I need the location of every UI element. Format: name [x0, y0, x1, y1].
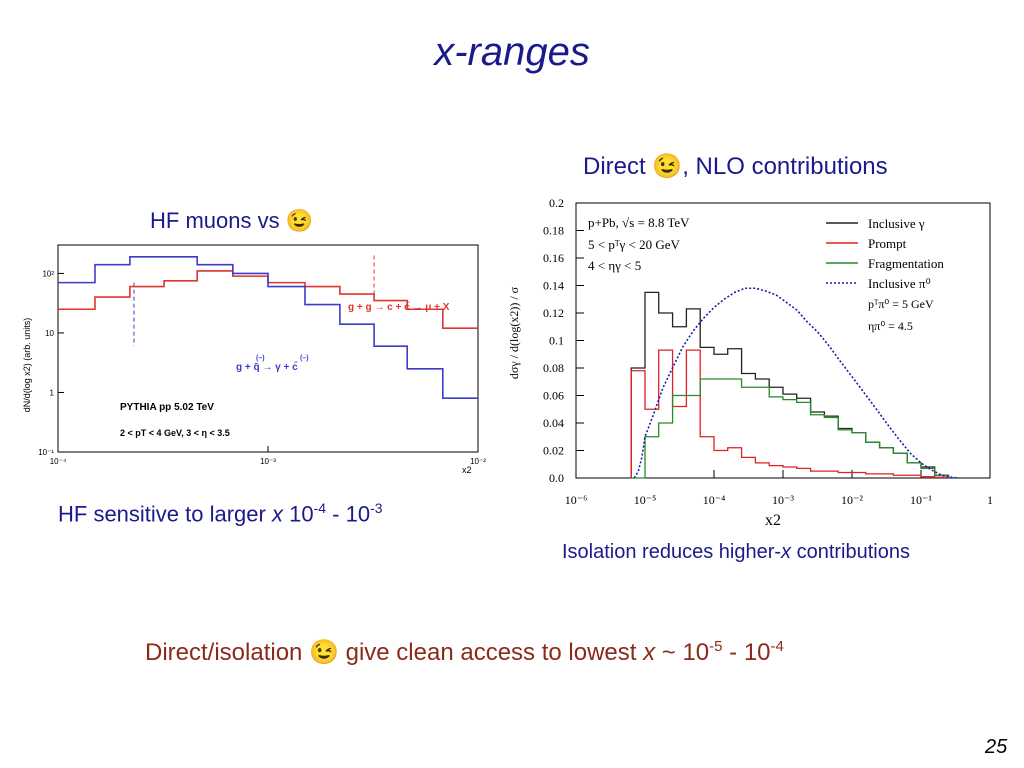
right-xlabel: x2	[765, 512, 781, 529]
left-annot-blue: g + q̄ → γ + c̄	[236, 361, 298, 373]
right-legend: Inclusive γ Prompt Fragmentation Inclusive …	[826, 216, 944, 291]
isolation-note: Isolation reduces higher-x contributions	[562, 541, 910, 564]
left-annot-cuts: 2 < pT < 4 GeV, 3 < η < 3.5	[120, 428, 230, 438]
left-ytick-label: 10²	[42, 269, 54, 278]
hf-sensitive-x: x	[271, 501, 283, 527]
hf-sensitive-mid: - 10	[326, 501, 371, 527]
right-series-prompt	[630, 349, 950, 478]
right-ytick-label: 0.18	[543, 224, 564, 238]
left-annot-blue-qmark: (–)	[256, 355, 265, 362]
right-ytick-label: 0.04	[543, 416, 564, 430]
direct-iso-x: x	[643, 639, 656, 666]
direct-nlo-label: Direct 😉, NLO contributions	[583, 153, 888, 180]
right-xtick-label: 10⁻⁶	[565, 493, 588, 507]
left-ytick-label: 10⁻¹	[38, 448, 54, 457]
direct-isolation-text: Direct/isolation 😉 give clean access to …	[145, 638, 784, 667]
left-xtick-label: 10⁻⁴	[50, 457, 67, 466]
right-xtick-label: 10⁻³	[772, 493, 794, 507]
hf-sensitive-text: HF sensitive to larger x 10-4 - 10-3	[58, 500, 383, 527]
right-ytick-label: 0.2	[549, 196, 564, 210]
right-xtick-label: 10⁻⁵	[634, 493, 657, 507]
right-ylabel-group: dσγ / d(log(x2)) / σ	[507, 286, 521, 379]
right-ytick-label: 0.06	[543, 389, 564, 403]
right-plot-area: 0.0 0.02 0.04 0.06 0.08 0.1 0.12 0.14 0.16 0.18 0.…	[543, 196, 993, 507]
hf-muon-chart: dN/d(log x2) (arb. units) x2 10⁻⁴ 10⁻³ 10⁻…	[22, 244, 486, 475]
direct-iso-exp2: -4	[770, 638, 784, 655]
direct-iso-mid: ~ 10	[655, 639, 710, 666]
right-annot-ptcut: 5 < pᵀγ < 20 GeV	[588, 237, 681, 252]
left-plot-area: 10⁻⁴ 10⁻³ 10⁻² 10⁻¹ 1 10 10²	[38, 244, 486, 466]
right-ytick-label: 0.0	[549, 471, 564, 485]
left-series-direct-photon	[58, 256, 478, 400]
left-annot-system: PYTHIA pp 5.02 TeV	[120, 402, 214, 413]
left-ylabel: dN/d(log x2) (arb. units)	[22, 318, 32, 413]
right-ylabel: dσγ / d(log(x2)) / σ	[507, 286, 521, 379]
left-ytick-label: 1	[50, 388, 55, 397]
left-xtick-label: 10⁻³	[260, 457, 276, 466]
left-xtick-label: 10⁻²	[470, 457, 486, 466]
right-ytick-label: 0.12	[543, 306, 564, 320]
right-annot-system: p+Pb, √s = 8.8 TeV	[588, 215, 690, 230]
right-legend-label: Inclusive γ	[868, 216, 925, 231]
right-ytick-label: 0.14	[543, 279, 564, 293]
direct-iso-exp1: -5	[709, 638, 723, 655]
left-ylabel-group: dN/d(log x2) (arb. units)	[22, 318, 32, 413]
right-annot-pi0pt: pᵀπ⁰ = 5 GeV	[868, 297, 934, 311]
right-series-inclusive-pi0	[633, 287, 959, 479]
direct-iso-dash: - 10	[722, 639, 771, 666]
isolation-note-suffix: contributions	[791, 541, 910, 563]
isolation-note-x: x	[781, 541, 792, 563]
isolation-note-prefix: Isolation reduces higher-	[562, 541, 782, 563]
x2-distribution-chart: dσγ / d(log(x2)) / σ x2 0.00.020.040.060…	[507, 196, 993, 529]
right-ytick-label: 0.16	[543, 251, 564, 265]
right-xtick-label: 10⁻¹	[910, 493, 932, 507]
left-xlabel: x2	[462, 465, 472, 475]
hf-sensitive-exp1: -4	[313, 500, 327, 516]
right-legend-label: Fragmentation	[868, 256, 944, 271]
right-annot-etacut: 4 < ηγ < 5	[588, 258, 641, 273]
left-ytick-label: 10	[45, 329, 54, 338]
right-series-fragmentation	[631, 378, 950, 479]
right-annot-pi0eta: ηπ⁰ = 4.5	[868, 319, 913, 333]
hf-sensitive-val1: 10	[289, 501, 314, 527]
right-xtick-label: 10⁻⁴	[703, 493, 726, 507]
page-number: 25	[985, 736, 1008, 758]
left-annot-blue-cmark: (–)	[300, 355, 309, 362]
slide-title: x-ranges	[0, 30, 1024, 75]
slide-title-text: x-ranges	[434, 30, 590, 74]
hf-muons-label: HF muons vs 😉	[150, 208, 314, 233]
right-xtick-label: 1	[987, 493, 993, 507]
hf-sensitive-prefix: HF sensitive to larger	[58, 501, 272, 527]
right-xtick-label: 10⁻²	[841, 493, 863, 507]
direct-iso-prefix: Direct/isolation 😉 give clean access to …	[145, 639, 644, 666]
right-legend-label: Inclusive π⁰	[868, 276, 931, 291]
hf-sensitive-exp2: -3	[370, 500, 383, 516]
right-ytick-label: 0.02	[543, 444, 564, 458]
right-ytick-label: 0.08	[543, 361, 564, 375]
left-annot-red: g + g → c + c̄ → μ + X	[348, 301, 450, 313]
right-legend-label: Prompt	[868, 236, 907, 251]
right-ytick-label: 0.1	[549, 334, 564, 348]
